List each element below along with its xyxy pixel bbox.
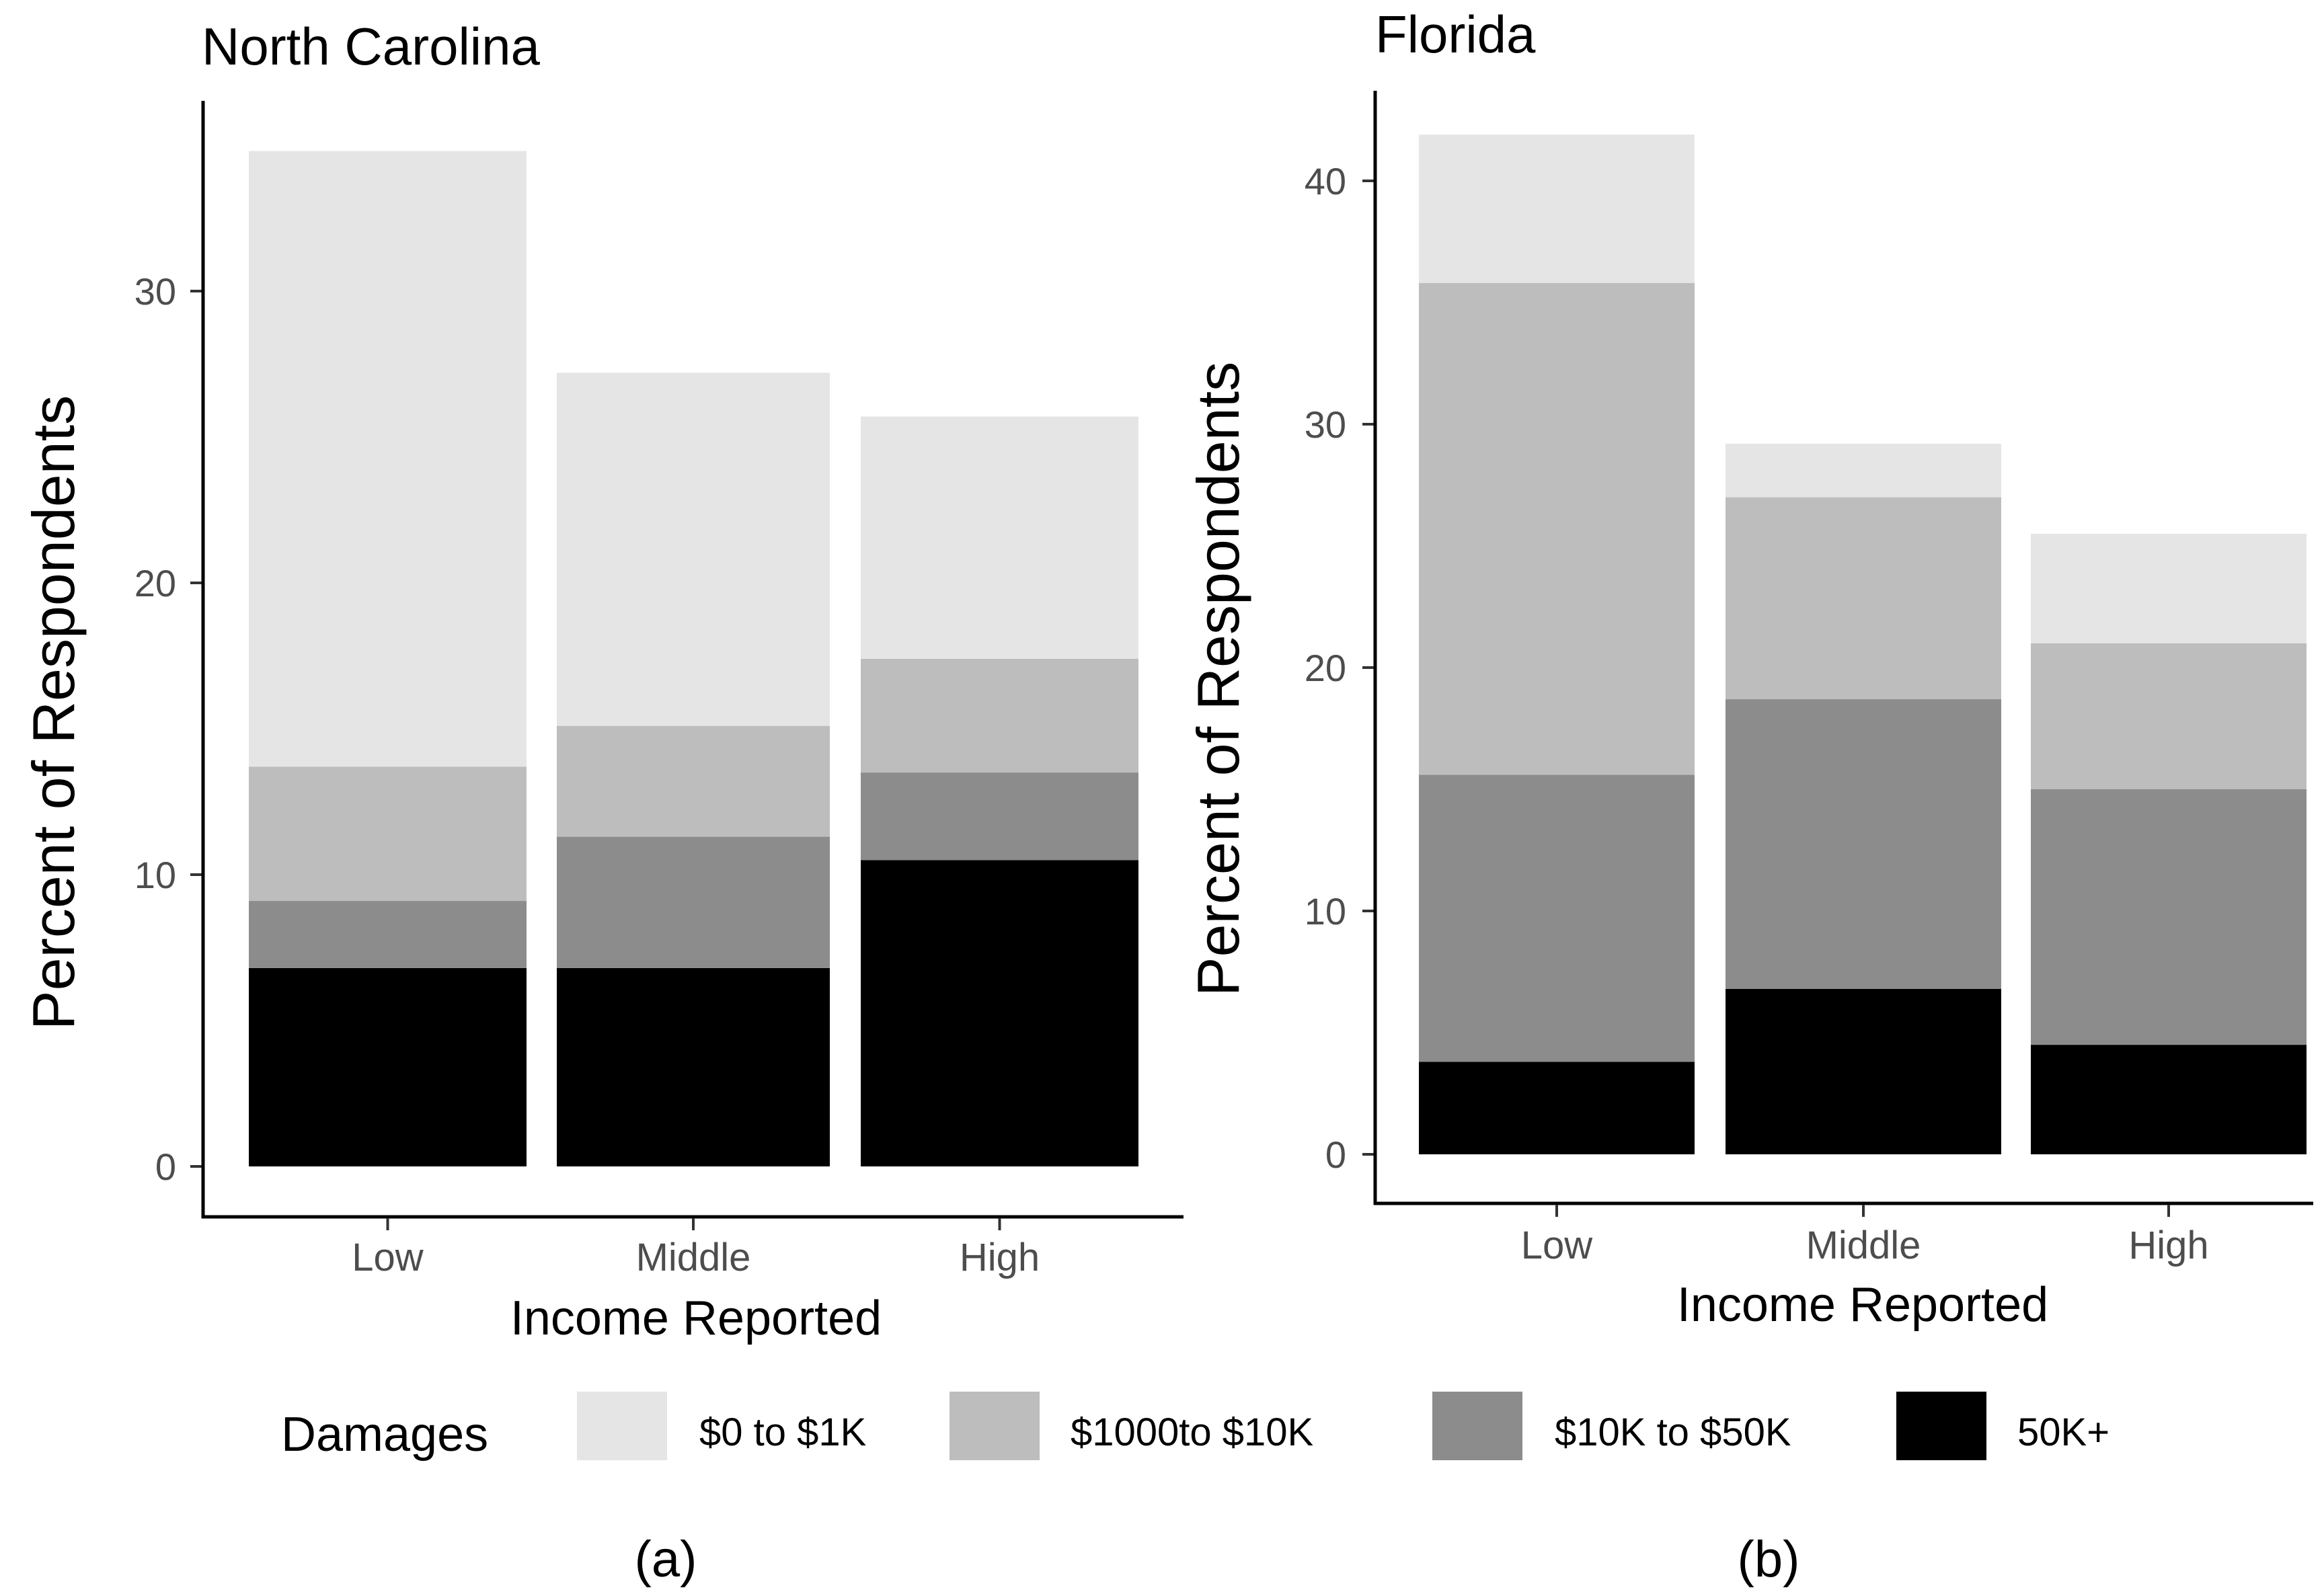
chart-title-florida: Florida — [1375, 5, 1536, 64]
bar-florida-low-10k-to-50k — [1419, 774, 1695, 1062]
bar-florida-middle-10k-to-50k — [1726, 699, 2001, 989]
y-axis-label-florida: Percent of Respondents — [1185, 362, 1251, 996]
bar-north-carolina-low-0-to-1k — [249, 151, 527, 767]
y-tick-label-florida-30: 30 — [1305, 403, 1346, 446]
bar-north-carolina-low-1000to-10k — [249, 766, 527, 902]
caption-b: (b) — [1738, 1531, 1800, 1588]
bar-florida-middle-0-to-1k — [1726, 443, 2001, 497]
y-tick-label-north-carolina-30: 30 — [134, 270, 176, 313]
bar-florida-high-50k — [2031, 1045, 2307, 1154]
y-ticks-florida: 0 10 20 30 40 — [1305, 160, 1375, 1176]
y-tick-label-florida-0: 0 — [1325, 1133, 1346, 1176]
bars-north-carolina — [249, 151, 1138, 1166]
bars-florida — [1419, 134, 2307, 1154]
y-tick-label-florida-20: 20 — [1305, 647, 1346, 689]
bar-north-carolina-high-10k-to-50k — [861, 772, 1138, 861]
chart-title-north-carolina: North Carolina — [202, 17, 541, 76]
bar-florida-low-50k — [1419, 1062, 1695, 1154]
x-tick-label-florida-middle: Middle — [1806, 1224, 1921, 1267]
bar-north-carolina-middle-0-to-1k — [557, 372, 830, 726]
x-axis-label-north-carolina: Income Reported — [510, 1291, 882, 1345]
legend-swatch-0-to-1k — [577, 1392, 667, 1460]
bar-florida-middle-50k — [1726, 988, 2001, 1154]
bar-north-carolina-high-1000to-10k — [861, 658, 1138, 773]
legend-swatch-50k — [1896, 1392, 1986, 1460]
legend-label-10k-to-50k: $10K to $50K — [1555, 1410, 1791, 1454]
bar-florida-high-1000to-10k — [2031, 643, 2307, 789]
y-ticks-north-carolina: 0 10 20 30 — [134, 270, 203, 1188]
x-tick-label-florida-high: High — [2128, 1224, 2208, 1267]
legend-title: Damages — [281, 1408, 488, 1462]
x-ticks-north-carolina: Low Middle High — [352, 1218, 1040, 1279]
bar-florida-low-1000to-10k — [1419, 283, 1695, 775]
x-tick-label-north-carolina-high: High — [960, 1236, 1040, 1279]
panel-florida: Florida Percent of Respondents 0 10 20 30 40… — [1185, 5, 2313, 1588]
y-tick-label-north-carolina-10: 10 — [134, 854, 176, 896]
x-ticks-florida: Low Middle High — [1521, 1205, 2209, 1267]
x-tick-label-north-carolina-low: Low — [352, 1236, 424, 1279]
x-tick-label-florida-low: Low — [1521, 1224, 1594, 1267]
legend-items: $0 to $1K $1000to $10K $10K to $50K 50K+ — [577, 1392, 2109, 1460]
bar-north-carolina-high-50k — [861, 860, 1138, 1166]
y-axis-label-north-carolina: Percent of Respondents — [20, 395, 87, 1030]
y-tick-label-north-carolina-0: 0 — [155, 1146, 176, 1188]
legend-swatch-1000to-10k — [950, 1392, 1040, 1460]
x-tick-label-north-carolina-middle: Middle — [636, 1236, 751, 1279]
bar-florida-high-0-to-1k — [2031, 533, 2307, 643]
y-tick-label-north-carolina-20: 20 — [134, 562, 176, 604]
y-tick-label-florida-10: 10 — [1305, 890, 1346, 932]
bar-north-carolina-low-10k-to-50k — [249, 901, 527, 968]
bar-florida-middle-1000to-10k — [1726, 497, 2001, 700]
bar-north-carolina-low-50k — [249, 967, 527, 1166]
x-axis-label-florida: Income Reported — [1677, 1278, 2048, 1332]
legend: Damages $0 to $1K $1000to $10K $10K to $50… — [281, 1392, 2109, 1462]
legend-label-0-to-1k: $0 to $1K — [699, 1410, 867, 1454]
legend-swatch-10k-to-50k — [1432, 1392, 1522, 1460]
panel-north-carolina: North Carolina Percent of Respondents 0 1… — [20, 17, 1184, 1588]
legend-label-1000to-10k: $1000to $10K — [1071, 1410, 1314, 1454]
bar-north-carolina-middle-50k — [557, 967, 830, 1166]
bar-north-carolina-middle-1000to-10k — [557, 725, 830, 837]
bar-florida-high-10k-to-50k — [2031, 789, 2307, 1045]
y-tick-label-florida-40: 40 — [1305, 160, 1346, 202]
caption-a: (a) — [635, 1531, 697, 1588]
legend-label-50k: 50K+ — [2017, 1410, 2109, 1454]
bar-florida-low-0-to-1k — [1419, 134, 1695, 284]
bar-north-carolina-high-0-to-1k — [861, 416, 1138, 659]
bar-north-carolina-middle-10k-to-50k — [557, 836, 830, 968]
